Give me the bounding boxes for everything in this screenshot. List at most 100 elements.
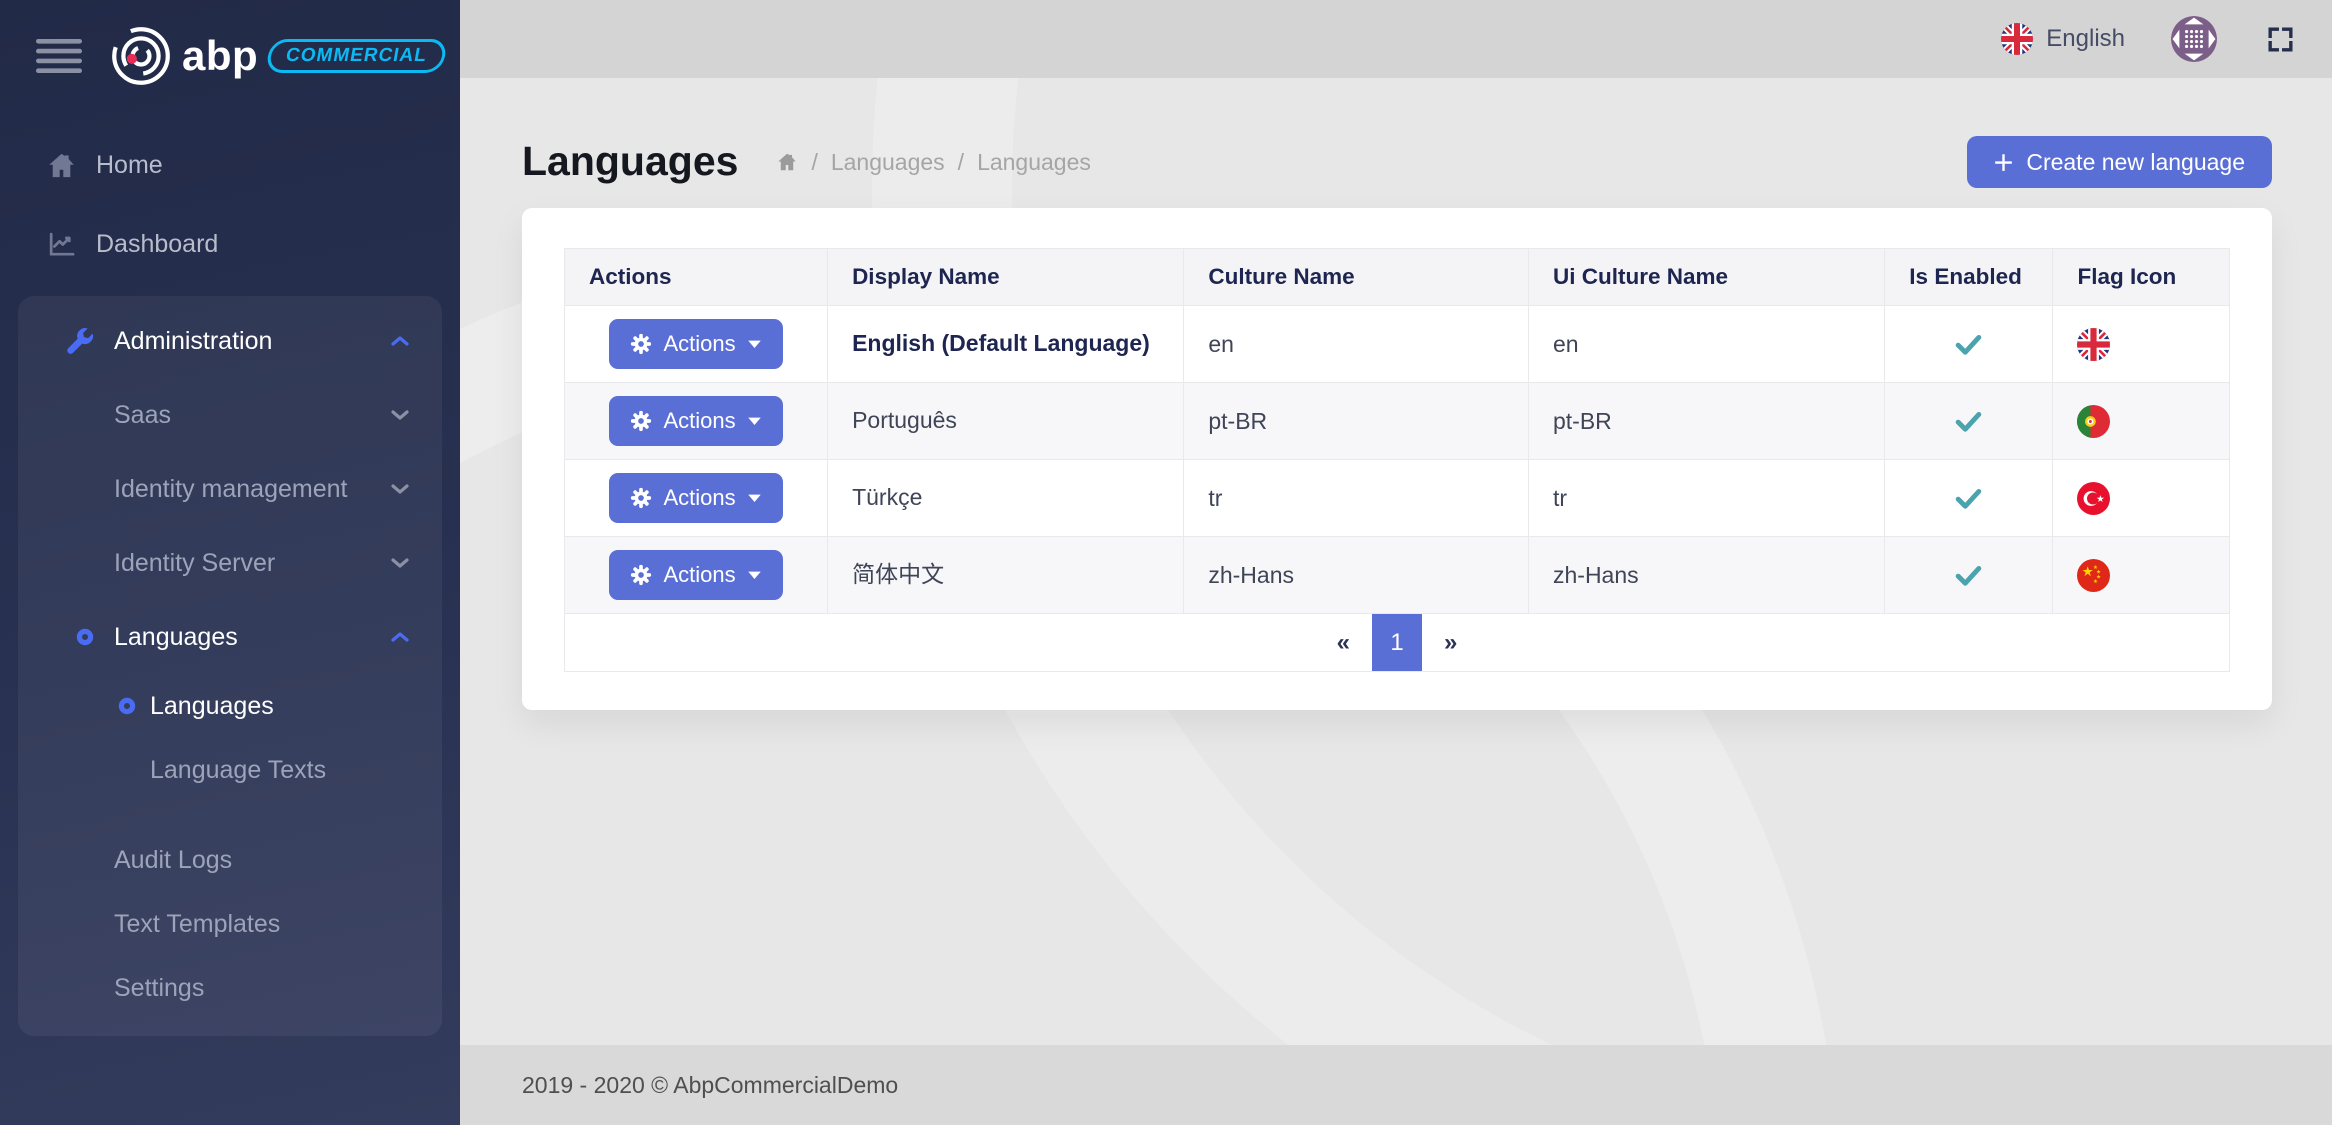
column-header-ui-culture-name: Ui Culture Name — [1527, 248, 1886, 306]
flag-cell: ★ — [2052, 459, 2230, 537]
culture-name-cell: pt-BR — [1183, 382, 1529, 460]
user-avatar[interactable] — [2171, 16, 2217, 62]
display-name-cell: Türkçe — [827, 459, 1185, 537]
is-enabled-cell — [1884, 459, 2054, 537]
breadcrumb-item-languages-2[interactable]: Languages — [977, 148, 1091, 175]
sidebar-item-home[interactable]: Home — [0, 126, 460, 205]
language-row-en: Actions English (Default Language) en en — [563, 305, 2230, 383]
gb-flag-icon — [2077, 327, 2111, 361]
sidebar-item-text-templates[interactable]: Text Templates — [18, 892, 442, 956]
culture-name-cell: tr — [1183, 459, 1529, 537]
row-actions-button[interactable]: Actions — [609, 396, 783, 446]
column-header-display-name: Display Name — [827, 248, 1185, 306]
chevron-down-icon — [388, 477, 412, 501]
chevron-up-icon — [388, 329, 412, 353]
wrench-icon — [56, 325, 102, 358]
pagination-next-button[interactable]: » — [1444, 628, 1458, 656]
check-icon — [1953, 483, 1984, 514]
uk-flag-icon — [2001, 23, 2034, 55]
home-icon — [38, 150, 84, 181]
circle-bullet-icon — [118, 697, 136, 715]
sidebar-item-saas[interactable]: Saas — [18, 378, 442, 452]
sidebar-item-languages[interactable]: Languages — [18, 600, 442, 674]
create-new-language-button[interactable]: Create new language — [1967, 136, 2272, 188]
menu-group-gap — [18, 802, 442, 828]
actions-cell: Actions — [563, 305, 829, 383]
logo-commercial-badge: COMMERCIAL — [265, 39, 449, 73]
topbar: English — [460, 0, 2332, 78]
sidebar-item-label: Identity Server — [114, 548, 276, 577]
caret-down-icon — [747, 416, 762, 426]
actions-cell: Actions — [563, 536, 829, 614]
check-icon — [1953, 560, 1984, 591]
sidebar-item-label: Languages — [150, 691, 274, 720]
sidebar-item-label: Administration — [114, 326, 273, 355]
pt-flag-icon — [2077, 404, 2111, 438]
content-area: Languages / Languages / Languages Create… — [460, 78, 2332, 1045]
sidebar-item-audit-logs[interactable]: Audit Logs — [18, 828, 442, 892]
display-name-cell: Português — [827, 382, 1185, 460]
is-enabled-cell — [1884, 536, 2054, 614]
page-title: Languages — [522, 138, 739, 185]
page-header: Languages / Languages / Languages Create… — [522, 136, 2272, 188]
circle-bullet-icon — [76, 628, 94, 646]
sidebar-item-identity-server[interactable]: Identity Server — [18, 526, 442, 600]
ui-culture-name-cell: tr — [1527, 459, 1886, 537]
breadcrumb-item-languages[interactable]: Languages — [830, 148, 945, 175]
abp-logo-mark-icon — [110, 25, 172, 87]
gear-icon — [630, 564, 652, 586]
page-footer: 2019 - 2020 © AbpCommercialDemo — [460, 1045, 2332, 1125]
tr-flag-icon: ★ — [2077, 481, 2111, 515]
svg-text:★: ★ — [2082, 564, 2094, 579]
abp-logo[interactable]: abp COMMERCIAL — [110, 25, 449, 87]
sidebar-item-label: Language Texts — [150, 755, 327, 784]
gear-icon — [630, 487, 652, 509]
svg-text:★: ★ — [2097, 568, 2102, 575]
cn-flag-icon: ★ ★ ★ ★ ★ — [2077, 558, 2111, 592]
ui-culture-name-cell: zh-Hans — [1527, 536, 1886, 614]
sidebar-item-dashboard[interactable]: Dashboard — [0, 205, 460, 284]
breadcrumb-home-icon[interactable] — [776, 151, 798, 173]
pagination-page-1-button[interactable]: 1 — [1372, 614, 1422, 671]
pagination: « 1 » — [565, 614, 2229, 671]
chevron-down-icon — [388, 403, 412, 427]
sidebar-item-identity-management[interactable]: Identity management — [18, 452, 442, 526]
copyright-text: 2019 - 2020 © AbpCommercialDemo — [522, 1071, 899, 1098]
column-header-culture-name: Culture Name — [1183, 248, 1529, 306]
logo-text: abp — [182, 32, 259, 79]
chevron-down-icon — [388, 551, 412, 575]
svg-text:★: ★ — [2093, 578, 2098, 585]
languages-table: Actions Display Name Culture Name Ui Cultur… — [563, 248, 2230, 672]
ui-culture-name-cell: pt-BR — [1527, 382, 1886, 460]
culture-name-cell: zh-Hans — [1183, 536, 1529, 614]
sidebar-item-settings[interactable]: Settings — [18, 956, 442, 1020]
row-actions-button[interactable]: Actions — [609, 550, 783, 600]
chart-icon — [38, 229, 84, 260]
flag-cell — [2052, 382, 2230, 460]
hamburger-menu-icon[interactable] — [36, 39, 82, 73]
breadcrumb-separator: / — [957, 148, 965, 175]
column-header-actions: Actions — [563, 248, 829, 306]
fullscreen-icon[interactable] — [2265, 24, 2296, 55]
sidebar-item-label: Saas — [114, 400, 171, 429]
check-icon — [1953, 329, 1984, 360]
is-enabled-cell — [1884, 382, 2054, 460]
sidebar-item-label: Audit Logs — [114, 845, 233, 874]
row-actions-button[interactable]: Actions — [609, 473, 783, 523]
sidebar-item-languages-languages[interactable]: Languages — [18, 674, 442, 738]
sidebar-item-label: Settings — [114, 973, 205, 1002]
language-switcher[interactable]: English — [2001, 23, 2125, 55]
language-row-tr: Actions Türkçe tr tr ★ — [563, 459, 2230, 537]
sidebar-item-label: Identity management — [114, 474, 348, 503]
sidebar-item-label: Dashboard — [96, 230, 219, 258]
row-actions-button[interactable]: Actions — [609, 319, 783, 369]
sidebar-item-administration[interactable]: Administration — [18, 304, 442, 378]
language-row-pt-br: Actions Português pt-BR pt-BR — [563, 382, 2230, 460]
sidebar-item-language-texts[interactable]: Language Texts — [18, 738, 442, 802]
main-area: English Languages / Languages / Language… — [460, 0, 2332, 1125]
flag-cell: ★ ★ ★ ★ ★ — [2052, 536, 2230, 614]
column-header-is-enabled: Is Enabled — [1884, 248, 2054, 306]
pagination-prev-button[interactable]: « — [1336, 628, 1350, 656]
actions-cell: Actions — [563, 459, 829, 537]
check-icon — [1953, 406, 1984, 437]
